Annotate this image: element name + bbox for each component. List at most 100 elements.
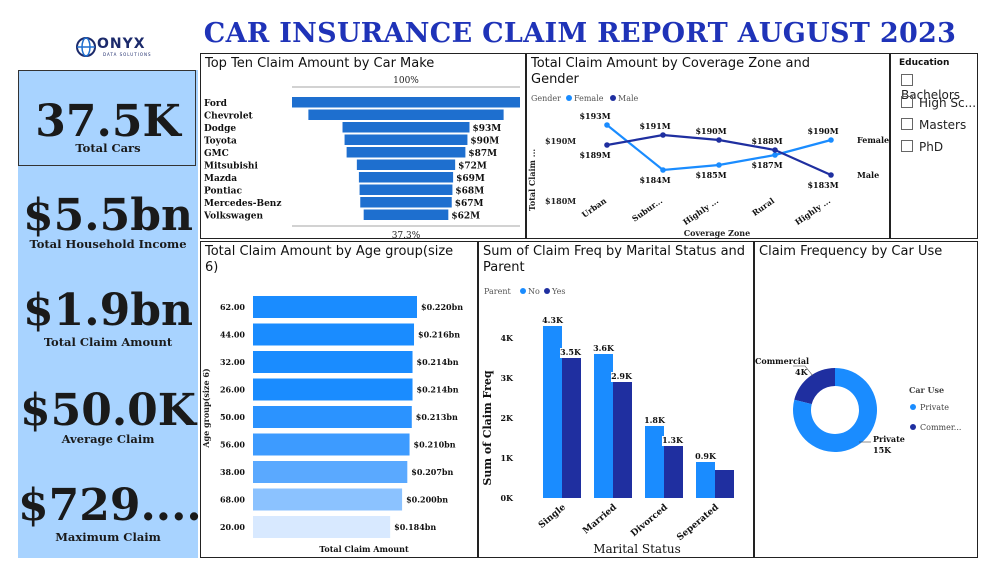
data-point-female[interactable]	[828, 137, 834, 143]
y-tick-label: 3K	[500, 373, 514, 383]
data-point-male[interactable]	[772, 147, 778, 153]
x-tick-label: Urban	[580, 195, 609, 219]
slicer-option-label: Masters	[919, 118, 967, 132]
checkbox-icon[interactable]	[901, 96, 913, 108]
end-label-female: Female	[857, 135, 889, 145]
data-label-bg	[560, 348, 580, 358]
age-group-chart-title: Total Claim Amount by Age group(size 6)	[205, 244, 454, 275]
x-tick-label: Married	[581, 502, 619, 536]
bar-age-group[interactable]	[253, 351, 413, 373]
data-point-female[interactable]	[604, 122, 610, 128]
data-label-age-group: $0.220bn	[421, 302, 463, 312]
y-axis-label: Total Claim ...	[527, 149, 537, 212]
bar-car-make[interactable]	[346, 147, 466, 158]
legend-marker-male	[610, 95, 616, 101]
bar-age-group[interactable]	[253, 461, 408, 483]
bar-car-make[interactable]	[292, 97, 520, 108]
kpi-label-average-claim: Average Claim	[61, 432, 155, 446]
bar-car-make[interactable]	[356, 159, 456, 171]
funnel-top-label: 100%	[393, 76, 419, 86]
donut-slice-private[interactable]	[793, 368, 877, 452]
data-point-female[interactable]	[772, 152, 778, 158]
education-slicer-title: Education	[899, 58, 950, 68]
bar-car-make[interactable]	[342, 122, 470, 133]
data-label-age-group: $0.184bn	[394, 522, 436, 532]
checkbox-icon[interactable]	[901, 74, 913, 86]
bar-age-group[interactable]	[253, 516, 391, 538]
end-label-male: Male	[857, 170, 879, 180]
donut-slice-commercial[interactable]	[794, 368, 835, 405]
tick-label-car-make: Mazda	[204, 174, 237, 184]
data-label-no: 0.9K	[695, 451, 717, 461]
checkbox-icon[interactable]	[901, 140, 913, 152]
slice-label-commercial-name: Commercial	[755, 356, 809, 366]
data-label-car-make: $90M	[470, 137, 499, 147]
data-label-age-group: $0.210bn	[414, 440, 456, 450]
bar-yes[interactable]	[664, 446, 683, 498]
car-use-chart-card[interactable]: Claim Frequency by Car Use Commercial 4K P…	[754, 241, 978, 558]
x-axis-label: Marital Status	[593, 542, 681, 556]
data-label-male: $189M	[579, 150, 610, 160]
slicer-option-bachelors[interactable]: Bachelors	[901, 74, 977, 102]
bar-car-make[interactable]	[363, 209, 449, 221]
data-label-age-group: $0.214bn	[417, 357, 459, 367]
bar-yes[interactable]	[715, 470, 734, 498]
data-label-yes: 3.5K	[560, 347, 582, 357]
x-tick-label: Divorced	[629, 502, 670, 539]
data-point-male[interactable]	[716, 137, 722, 143]
bar-no[interactable]	[696, 462, 715, 498]
data-label-no: 4.3K	[542, 315, 564, 325]
bar-no[interactable]	[645, 426, 664, 498]
data-point-male[interactable]	[660, 132, 666, 138]
bar-no[interactable]	[594, 354, 613, 498]
bar-car-make[interactable]	[308, 109, 504, 121]
slicer-option-phd[interactable]: PhD	[901, 140, 943, 154]
slice-label-commercial-value: 4K	[795, 367, 809, 377]
legend-label-commercial: Commer...	[920, 423, 961, 432]
bar-no[interactable]	[543, 326, 562, 498]
x-tick-label: Rural	[750, 195, 776, 217]
bar-age-group[interactable]	[253, 323, 415, 346]
bar-age-group[interactable]	[253, 296, 417, 318]
data-point-male[interactable]	[828, 172, 834, 178]
data-label-female: $185M	[695, 170, 726, 180]
data-label-male: $188M	[751, 136, 782, 146]
legend-marker-no	[520, 288, 526, 294]
car-make-chart-card[interactable]: Top Ten Claim Amount by Car Make 100% For…	[200, 53, 526, 239]
y-tick-label: $180M	[545, 196, 576, 206]
data-point-male[interactable]	[604, 142, 610, 148]
data-point-female[interactable]	[660, 167, 666, 173]
data-label-male: $190M	[695, 126, 726, 136]
education-slicer: Education Bachelors High Sc... Masters P…	[890, 53, 978, 239]
data-point-female[interactable]	[716, 162, 722, 168]
leader-line-commercial	[793, 365, 814, 377]
bar-age-group[interactable]	[253, 378, 413, 401]
bar-car-make[interactable]	[359, 184, 453, 196]
bar-car-make[interactable]	[344, 134, 468, 146]
kpi-value-average-claim: $50.0K	[19, 385, 197, 436]
bar-yes[interactable]	[613, 382, 632, 498]
data-label-female: $193M	[579, 111, 610, 121]
coverage-zone-chart-card[interactable]: Total Claim Amount by Coverage Zone and …	[526, 53, 890, 239]
bar-car-make[interactable]	[360, 197, 452, 208]
bar-car-make[interactable]	[358, 172, 454, 183]
logo-name: ONYX	[97, 36, 146, 52]
bar-age-group[interactable]	[253, 433, 410, 456]
kpi-card-total-cars[interactable]	[18, 70, 196, 166]
y-tick-label: 2K	[500, 413, 514, 423]
age-group-chart: Age group(size 6) 62.00 $0.220bn 44.00 $0.21…	[201, 296, 463, 554]
data-label-no: 3.6K	[593, 343, 615, 353]
slicer-option-high-school[interactable]: High Sc...	[901, 96, 976, 110]
x-tick-label: Single	[537, 502, 568, 530]
bar-yes[interactable]	[562, 358, 581, 498]
age-group-chart-card[interactable]: Total Claim Amount by Age group(size 6) …	[200, 241, 478, 558]
slicer-option-label: PhD	[919, 140, 944, 154]
bar-age-group[interactable]	[253, 488, 403, 511]
marital-status-chart-card[interactable]: Sum of Claim Freq by Marital Status and …	[478, 241, 754, 558]
slicer-option-masters[interactable]: Masters	[901, 118, 966, 132]
tick-label-age-group: 56.00	[220, 440, 245, 450]
checkbox-icon[interactable]	[901, 118, 913, 130]
marital-status-chart-title: Sum of Claim Freq by Marital Status and …	[483, 244, 746, 275]
bar-age-group[interactable]	[253, 406, 412, 428]
